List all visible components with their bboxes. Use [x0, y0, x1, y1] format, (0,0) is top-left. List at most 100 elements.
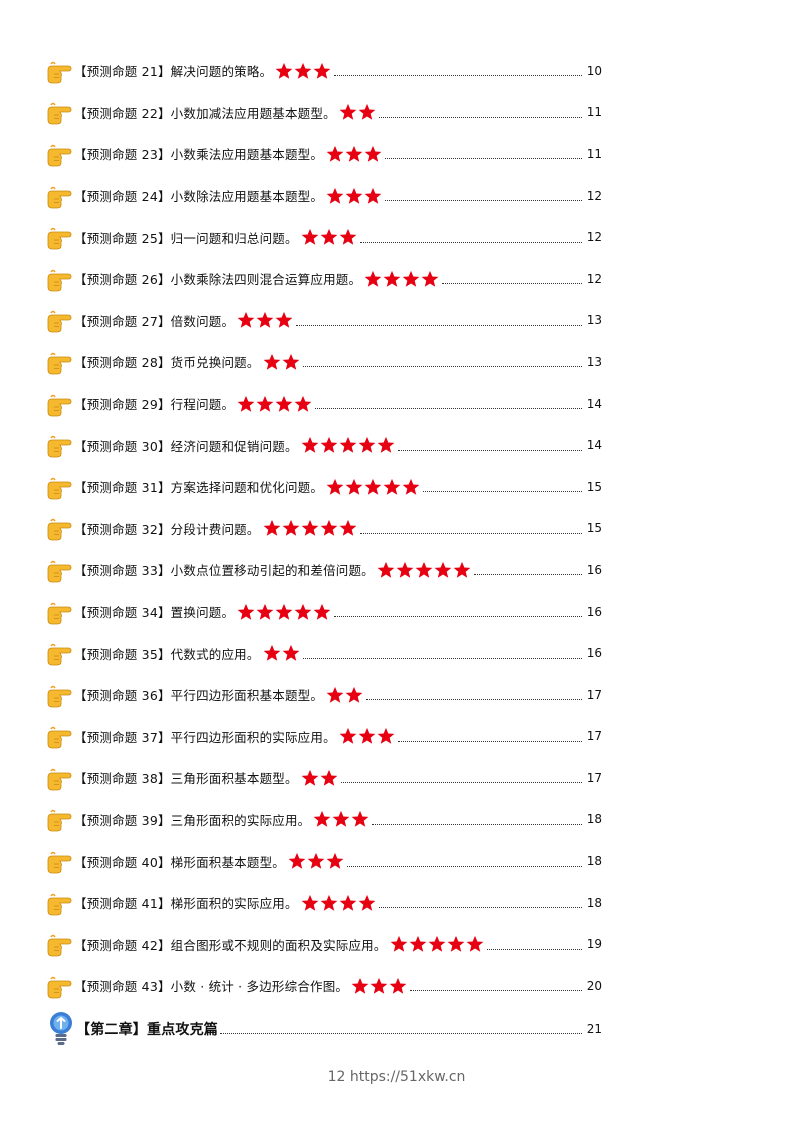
toc-entry-title: 【预测命题 27】倍数问题。: [74, 313, 235, 329]
toc-chapter-entry[interactable]: 【第二章】重点攻克篇 21: [46, 1007, 602, 1051]
toc-entry[interactable]: 【预测命题 43】小数 · 统计 · 多边形综合作图。 20: [46, 965, 602, 1007]
toc-entry-title: 【预测命题 34】置换问题。: [74, 605, 235, 621]
dot-leader: [302, 366, 582, 368]
star-icon: [301, 229, 319, 245]
dot-leader: [385, 200, 582, 202]
star-icon: [377, 437, 395, 453]
pointing-hand-icon: [47, 186, 72, 208]
star-icon: [364, 270, 382, 287]
toc-entry-title: 【预测命题 39】三角形面积的实际应用。: [74, 812, 311, 828]
toc-entry[interactable]: 【预测命题 36】平行四边形面积基本题型。 17: [46, 674, 602, 716]
star-icon: [345, 686, 363, 703]
toc-entry[interactable]: 【预测命题 22】小数加减法应用题基本题型。 11: [46, 92, 602, 134]
star-icon: [339, 437, 357, 453]
toc-entry[interactable]: 【预测命题 23】小数乘法应用题基本题型。 11: [46, 133, 602, 175]
star-icon: [333, 811, 350, 828]
dot-leader: [372, 823, 582, 825]
dot-leader: [486, 948, 582, 950]
dot-leader: [334, 75, 582, 77]
pointing-hand-icon: [47, 893, 72, 916]
toc-entry-page: 19: [586, 937, 602, 952]
star-icon: [256, 603, 274, 620]
difficulty-stars: [326, 478, 421, 496]
toc-entry[interactable]: 【预测命题 30】经济问题和促销问题。 14: [46, 424, 602, 466]
toc-entry-page: 14: [586, 396, 602, 411]
star-icon: [301, 894, 319, 911]
toc-entry-page: 17: [586, 687, 602, 702]
dot-leader: [366, 699, 582, 701]
star-icon: [364, 187, 382, 204]
star-icon: [282, 353, 299, 370]
star-icon: [370, 977, 388, 994]
star-icon: [301, 520, 318, 537]
star-icon: [415, 561, 433, 578]
toc-entry[interactable]: 【预测命题 37】平行四边形面积的实际应用。 17: [46, 716, 602, 758]
star-icon: [339, 520, 356, 537]
toc-entry-page: 18: [586, 895, 602, 910]
toc-entry-title: 【预测命题 28】货币兑换问题。: [74, 355, 260, 371]
star-icon: [237, 603, 255, 620]
star-icon: [409, 936, 426, 953]
pointing-hand-icon: [47, 269, 72, 292]
toc-entry[interactable]: 【预测命题 34】置换问题。 16: [46, 591, 602, 633]
star-icon: [301, 437, 319, 453]
pointing-hand-icon: [47, 311, 72, 333]
toc-entry-page: 20: [586, 978, 602, 993]
table-of-contents: 【预测命题 21】解决问题的策略。 10 【预测命题 22】小数加减法应用题基本题型…: [46, 50, 602, 1051]
toc-entry[interactable]: 【预测命题 38】三角形面积基本题型。 17: [46, 757, 602, 799]
dot-leader: [296, 324, 582, 326]
difficulty-stars: [326, 145, 383, 163]
star-icon: [294, 603, 312, 620]
toc-entry-page: 15: [586, 521, 602, 536]
dot-leader: [220, 1033, 582, 1035]
dot-leader: [378, 907, 582, 909]
difficulty-stars: [301, 228, 358, 246]
toc-entry[interactable]: 【预测命题 33】小数点位置移动引起的和差倍问题。 16: [46, 549, 602, 591]
star-icon: [339, 229, 357, 245]
toc-entry-title: 【预测命题 35】代数式的应用。: [74, 646, 260, 662]
pointing-hand-icon: [47, 103, 72, 125]
star-icon: [326, 145, 344, 162]
toc-entry[interactable]: 【预测命题 29】行程问题。 14: [46, 383, 602, 425]
toc-entry[interactable]: 【预测命题 27】倍数问题。 13: [46, 300, 602, 342]
difficulty-stars: [364, 270, 440, 288]
star-icon: [390, 936, 407, 953]
toc-entry[interactable]: 【预测命题 24】小数除法应用题基本题型。 12: [46, 175, 602, 217]
star-icon: [294, 62, 312, 79]
star-icon: [326, 686, 344, 703]
toc-entry[interactable]: 【预测命题 28】货币兑换问题。 13: [46, 341, 602, 383]
dot-leader: [397, 449, 582, 451]
star-icon: [313, 62, 331, 79]
toc-entry[interactable]: 【预测命题 26】小数乘除法四则混合运算应用题。 12: [46, 258, 602, 300]
dot-leader: [359, 241, 582, 243]
toc-entry-title: 【预测命题 40】梯形面积基本题型。: [74, 854, 285, 870]
toc-entry-page: 18: [586, 812, 602, 827]
star-icon: [351, 977, 369, 994]
difficulty-stars: [339, 727, 396, 745]
toc-entry[interactable]: 【预测命题 31】方案选择问题和优化问题。 15: [46, 466, 602, 508]
toc-entry[interactable]: 【预测命题 42】组合图形或不规则的面积及实际应用。 19: [46, 923, 602, 965]
toc-entry-title: 【预测命题 26】小数乘除法四则混合运算应用题。: [74, 272, 362, 288]
toc-entry[interactable]: 【预测命题 32】分段计费问题。 15: [46, 508, 602, 550]
star-icon: [364, 145, 382, 162]
toc-entry[interactable]: 【预测命题 25】归一问题和归总问题。 12: [46, 216, 602, 258]
toc-entry[interactable]: 【预测命题 21】解决问题的策略。 10: [46, 50, 602, 92]
toc-entry[interactable]: 【预测命题 40】梯形面积基本题型。 18: [46, 840, 602, 882]
dot-leader: [346, 865, 582, 867]
star-icon: [320, 229, 338, 245]
toc-entry-title: 【预测命题 23】小数乘法应用题基本题型。: [74, 147, 324, 163]
toc-entry-title: 【预测命题 41】梯形面积的实际应用。: [74, 896, 298, 912]
toc-entry-page: 13: [586, 354, 602, 369]
toc-entry-page: 16: [586, 562, 602, 577]
toc-entry[interactable]: 【预测命题 35】代数式的应用。 16: [46, 632, 602, 674]
star-icon: [345, 478, 363, 495]
star-icon: [383, 478, 401, 495]
chapter-page: 21: [586, 1021, 602, 1036]
toc-entry-title: 【预测命题 21】解决问题的策略。: [74, 64, 273, 80]
pointing-hand-icon: [47, 851, 72, 874]
toc-entry[interactable]: 【预测命题 39】三角形面积的实际应用。 18: [46, 799, 602, 841]
star-icon: [377, 728, 395, 745]
toc-entry[interactable]: 【预测命题 41】梯形面积的实际应用。 18: [46, 882, 602, 924]
toc-entry-page: 16: [586, 604, 602, 619]
star-icon: [402, 270, 420, 287]
